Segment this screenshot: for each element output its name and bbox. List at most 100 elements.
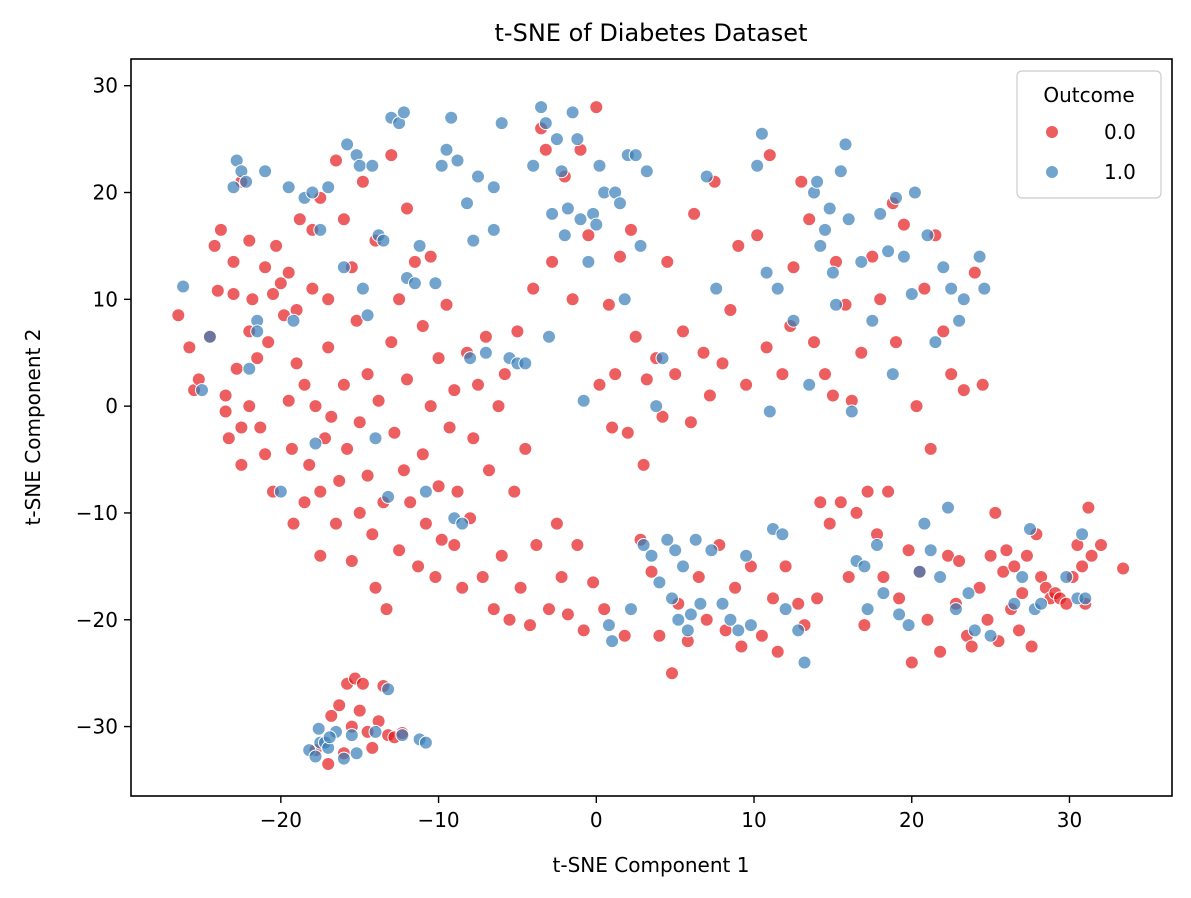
data-point [384,335,399,350]
data-point [471,169,485,184]
data-point [936,324,951,339]
data-point [829,297,843,312]
data-point [813,495,828,510]
data-point [581,228,596,243]
data-point [486,222,501,237]
data-point [652,628,667,643]
data-point [507,484,522,499]
data-point [549,132,564,147]
data-point [589,217,604,232]
data-point [680,623,695,638]
data-point [518,441,533,456]
data-point [379,602,394,617]
data-point [396,105,411,120]
data-point [253,420,268,435]
data-point [570,132,585,147]
plot-area-frame [130,58,1173,797]
data-point [475,570,490,584]
data-point [447,383,462,398]
data-point [418,516,433,531]
data-point [1081,500,1096,515]
data-point [699,612,714,627]
x-axis-label: t-SNE Component 1 [553,853,750,877]
data-point [923,441,938,456]
data-point [1075,527,1090,542]
data-point [329,516,343,531]
data-point [210,283,225,298]
data-point [195,383,209,398]
data-point [750,228,765,243]
data-point [344,728,359,743]
data-point [297,495,312,510]
data-point [791,623,806,638]
data-point [849,505,864,520]
data-point [928,335,943,350]
data-point [336,377,351,392]
data-point [340,441,355,456]
data-point [392,543,407,558]
data-point [460,196,474,211]
data-point [956,383,971,398]
data-point [371,393,386,408]
data-point [901,618,916,633]
data-point [526,281,541,296]
data-point [1075,559,1090,574]
data-point [360,308,375,323]
data-point [702,388,717,403]
data-point [281,265,296,280]
data-point [743,618,758,633]
data-point [754,628,769,643]
data-point [545,206,560,221]
y-axis: −30 −20 −10 0 10 20 30 [76,74,131,739]
data-point [896,217,911,232]
data-point [778,559,793,574]
data-point [723,612,738,627]
data-point [455,516,470,531]
data-point [202,329,217,344]
data-point [466,233,481,248]
data-point [207,238,222,253]
data-point [972,580,987,595]
data-point [329,153,343,168]
data-point [964,639,979,654]
data-point [360,468,375,483]
data-point [497,367,512,382]
data-point [917,516,932,531]
data-point [889,190,903,205]
data-point [324,708,339,723]
data-point [415,319,430,333]
data-point [770,644,785,659]
legend: Outcome 0.0 1.0 [1016,70,1162,199]
data-point [628,329,643,344]
data-point [592,377,607,392]
data-point [400,201,414,216]
data-point [292,212,307,227]
data-point [762,148,777,163]
data-point [450,153,465,168]
data-point [384,148,399,163]
x-tick-label: 0 [590,808,603,832]
data-point [639,164,654,179]
data-point [854,345,869,360]
y-tick-label: 30 [93,74,118,98]
data-point [999,543,1014,558]
y-tick-label: −30 [76,715,118,739]
data-point [644,564,659,579]
data-point [513,580,528,595]
data-point [1078,591,1093,606]
data-point [471,377,485,392]
data-point [807,335,821,350]
data-point [936,260,951,275]
data-point [396,463,411,478]
data-point [565,292,580,307]
data-point [652,575,667,590]
data-point [1015,586,1030,601]
data-point [415,447,430,462]
data-point [554,570,569,584]
data-point [762,404,777,419]
data-point [308,749,323,764]
data-point [983,548,998,563]
data-point [1012,623,1026,638]
data-point [321,757,336,771]
